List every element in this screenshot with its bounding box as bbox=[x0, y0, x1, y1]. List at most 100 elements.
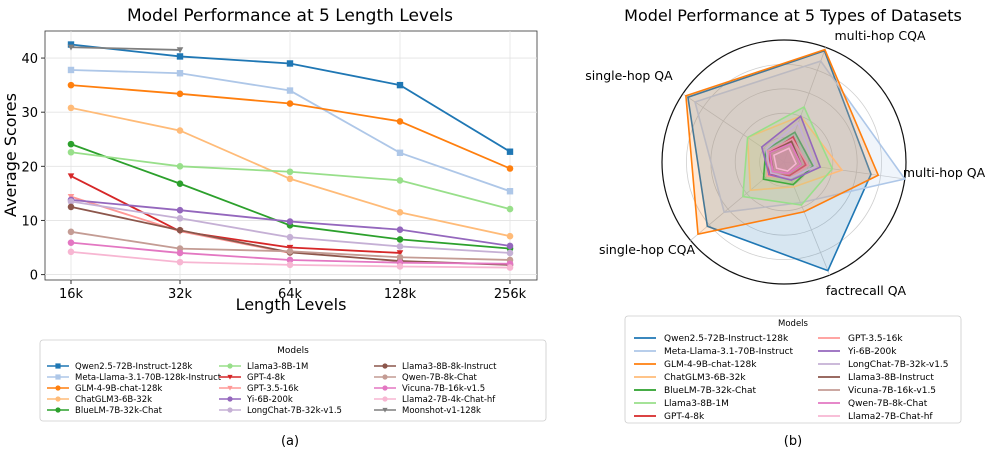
data-point bbox=[176, 47, 184, 54]
data-point bbox=[286, 168, 294, 176]
data-point bbox=[67, 104, 75, 112]
data-point bbox=[67, 41, 75, 48]
legend-marker bbox=[55, 374, 61, 380]
radar-chart-legend-title: Models bbox=[778, 319, 809, 329]
radar-axis-label: multi-hop QA bbox=[903, 165, 986, 180]
data-point bbox=[396, 236, 404, 243]
legend-label: Qwen2.5-72B-Instruct-128k bbox=[75, 362, 192, 372]
legend-marker bbox=[55, 385, 61, 391]
legend-label: Meta-Llama-3.1-70B-Instruct bbox=[664, 347, 794, 357]
legend-item: Llama3-8B-Instruct bbox=[818, 373, 934, 383]
radar-spoke bbox=[783, 161, 905, 180]
radar-series-polygon bbox=[685, 48, 880, 236]
legend-marker bbox=[382, 396, 388, 402]
data-point bbox=[286, 87, 294, 94]
radar-chart: Model Performance at 5 Types of Datasets… bbox=[585, 6, 985, 449]
radar-axis-label: factrecall QA bbox=[826, 283, 907, 298]
series-line bbox=[70, 195, 291, 254]
data-point bbox=[396, 263, 404, 270]
x-tick-label: 256k bbox=[494, 287, 527, 302]
data-point bbox=[286, 60, 294, 67]
data-point bbox=[506, 242, 514, 250]
line-chart-xlabel: Length Levels bbox=[236, 295, 347, 314]
series bbox=[67, 248, 514, 271]
data-point bbox=[67, 140, 75, 148]
series bbox=[67, 173, 404, 257]
legend-item: Qwen-7B-8k-Chat bbox=[374, 373, 478, 383]
radar-ring bbox=[759, 137, 809, 187]
legend-label: GPT-4-8k bbox=[664, 412, 705, 422]
data-point bbox=[67, 81, 75, 89]
legend-item: Qwen2.5-72B-Instruct-128k bbox=[634, 334, 789, 344]
line-chart-ticks: 0 10 20 30 40 16k 32k 64k 128k 256k bbox=[21, 52, 526, 302]
series-line bbox=[70, 143, 511, 250]
legend-item: GLM-4-9B-chat-128k bbox=[47, 384, 162, 394]
data-point bbox=[286, 218, 294, 225]
data-point bbox=[396, 118, 404, 125]
y-tick-label: 20 bbox=[21, 160, 38, 175]
legend-item: LongChat-7B-32k-v1.5 bbox=[818, 360, 949, 370]
legend-marker bbox=[55, 396, 61, 402]
data-point bbox=[67, 239, 75, 246]
data-point bbox=[67, 203, 75, 211]
data-point bbox=[506, 165, 514, 172]
data-point bbox=[396, 81, 404, 89]
series bbox=[67, 44, 184, 54]
data-point bbox=[286, 248, 294, 255]
legend-label: Vicuna-7B-16k-v1.5 bbox=[848, 386, 936, 396]
line-chart-grid bbox=[45, 31, 537, 280]
legend-label: BlueLM-7B-32k-Chat bbox=[664, 386, 757, 396]
data-point bbox=[286, 100, 294, 107]
series bbox=[67, 196, 514, 250]
data-point bbox=[67, 248, 75, 256]
line-chart-legend: Models Qwen2.5-72B-Instruct-128kMeta-Lla… bbox=[39, 339, 547, 422]
legend-item: LongChat-7B-32k-v1.5 bbox=[219, 406, 342, 416]
legend-item: Meta-Llama-3.1-70B-128k-Instruct bbox=[47, 373, 222, 383]
radar-ring bbox=[734, 112, 834, 212]
line-chart-series bbox=[67, 41, 514, 271]
radar-axis-labels: multi-hop CQA multi-hop QA factrecall QA si… bbox=[585, 28, 985, 298]
radar-chart-legend: Models Qwen2.5-72B-Instruct-128k Meta-Lla… bbox=[624, 315, 962, 424]
legend-item: ChatGLM3-6B-32k bbox=[634, 373, 746, 383]
caption-a: (a) bbox=[281, 434, 299, 449]
data-point bbox=[506, 205, 514, 213]
series-line bbox=[70, 46, 181, 51]
legend-label: Llama2-7B-4k-Chat-hf bbox=[402, 395, 496, 405]
legend-label: Meta-Llama-3.1-70B-128k-Instruct bbox=[75, 373, 222, 383]
radar-spoke bbox=[783, 161, 831, 276]
line-chart-legend-title: Models bbox=[277, 346, 309, 356]
data-point bbox=[286, 233, 294, 241]
data-point bbox=[506, 232, 514, 240]
legend-marker bbox=[382, 407, 388, 413]
radar-series-polygon bbox=[772, 147, 798, 172]
radar-chart-title: Model Performance at 5 Types of Datasets bbox=[624, 6, 962, 25]
radar-axis-label: single-hop CQA bbox=[599, 242, 696, 257]
legend-item: Moonshot-v1-128k bbox=[374, 406, 481, 416]
data-point bbox=[396, 209, 404, 216]
data-point bbox=[176, 226, 184, 234]
data-point bbox=[176, 214, 184, 222]
radar-chart-legend-box bbox=[624, 315, 962, 424]
data-point bbox=[176, 258, 184, 266]
legend-item: GPT-4-8k bbox=[219, 373, 285, 383]
radar-axis-label: multi-hop CQA bbox=[834, 28, 926, 43]
data-point bbox=[396, 250, 404, 257]
line-chart: Model Performance at 5 Length Levels 0 10… bbox=[1, 6, 547, 449]
legend-item: Llama3-8B-1M bbox=[634, 399, 729, 409]
y-tick-label: 0 bbox=[30, 269, 38, 284]
legend-label: GLM-4-9B-chat-128k bbox=[664, 360, 757, 370]
legend-marker bbox=[382, 385, 388, 391]
legend-item: Qwen-7B-8k-Chat bbox=[818, 399, 928, 409]
legend-label: Yi-6B-200k bbox=[246, 395, 293, 405]
data-point bbox=[506, 264, 514, 271]
x-tick-label: 128k bbox=[384, 287, 417, 302]
y-tick-label: 40 bbox=[21, 52, 38, 67]
legend-label: LongChat-7B-32k-v1.5 bbox=[848, 360, 949, 370]
data-point bbox=[176, 206, 184, 214]
line-chart-title: Model Performance at 5 Length Levels bbox=[127, 6, 453, 26]
data-point bbox=[176, 249, 184, 257]
legend-marker bbox=[55, 407, 61, 413]
series-line bbox=[70, 84, 511, 170]
legend-marker bbox=[227, 363, 233, 369]
